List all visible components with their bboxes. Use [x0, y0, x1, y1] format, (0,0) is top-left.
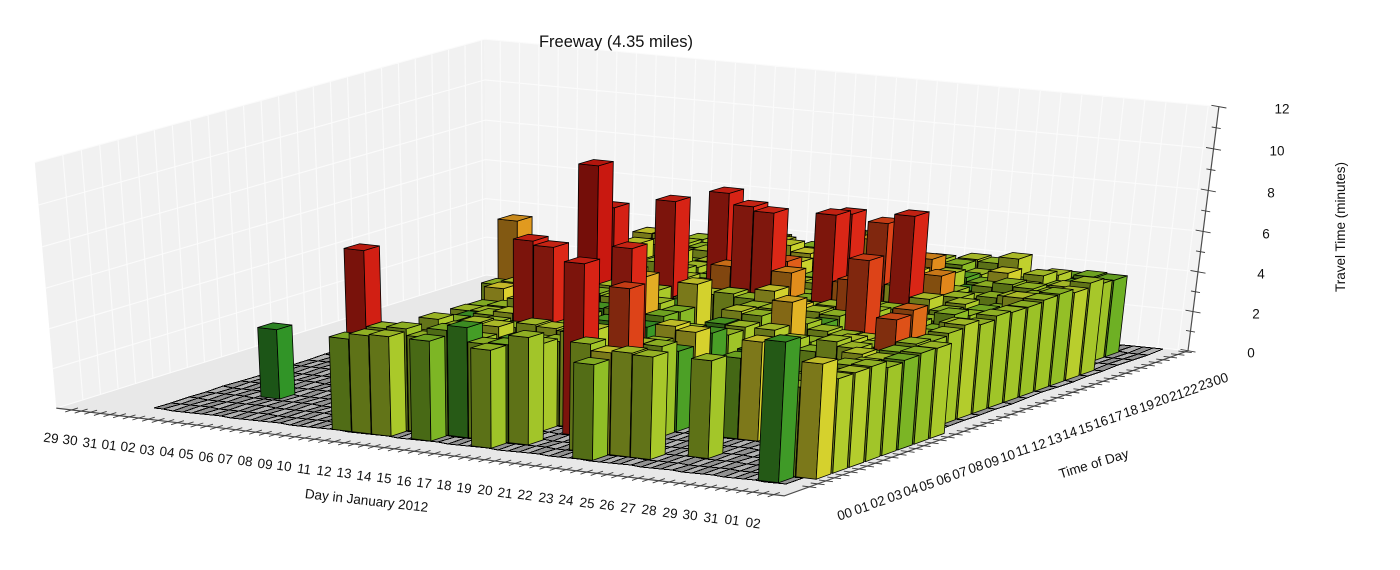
svg-text:03: 03 — [885, 487, 904, 506]
svg-text:00: 00 — [835, 505, 854, 524]
svg-text:26: 26 — [599, 497, 616, 514]
svg-text:0: 0 — [1247, 346, 1255, 361]
svg-text:6: 6 — [1262, 227, 1270, 242]
svg-text:19: 19 — [1137, 397, 1156, 416]
svg-text:04: 04 — [159, 444, 176, 461]
svg-text:09: 09 — [982, 453, 1001, 472]
svg-text:08: 08 — [237, 453, 254, 470]
svg-text:06: 06 — [934, 470, 953, 489]
svg-text:07: 07 — [950, 464, 969, 483]
svg-text:05: 05 — [917, 476, 936, 495]
svg-text:22: 22 — [1181, 381, 1200, 400]
svg-text:03: 03 — [139, 442, 156, 459]
svg-text:25: 25 — [579, 495, 596, 512]
svg-text:27: 27 — [620, 500, 637, 517]
svg-text:10: 10 — [1269, 144, 1284, 159]
svg-text:12: 12 — [1029, 436, 1048, 455]
svg-text:30: 30 — [682, 507, 699, 524]
svg-text:04: 04 — [901, 481, 920, 500]
svg-text:02: 02 — [745, 515, 762, 532]
svg-text:02: 02 — [868, 493, 887, 512]
svg-text:18: 18 — [1121, 402, 1140, 421]
svg-text:24: 24 — [558, 492, 575, 509]
svg-text:22: 22 — [517, 487, 534, 504]
svg-text:10: 10 — [276, 458, 293, 475]
svg-text:08: 08 — [966, 458, 985, 477]
svg-text:21: 21 — [1167, 386, 1186, 405]
svg-text:01: 01 — [101, 437, 118, 454]
svg-text:30: 30 — [62, 432, 79, 449]
svg-text:13: 13 — [1045, 430, 1064, 449]
svg-text:31: 31 — [703, 510, 720, 527]
svg-text:12: 12 — [316, 463, 333, 480]
svg-text:17: 17 — [1106, 408, 1125, 427]
svg-text:05: 05 — [178, 446, 195, 463]
svg-text:06: 06 — [198, 449, 215, 466]
svg-text:28: 28 — [641, 502, 658, 519]
svg-text:07: 07 — [217, 451, 234, 468]
svg-text:01: 01 — [724, 512, 741, 529]
svg-text:11: 11 — [296, 461, 312, 478]
svg-text:29: 29 — [662, 505, 679, 522]
svg-text:23: 23 — [538, 490, 555, 507]
svg-text:09: 09 — [257, 456, 274, 473]
svg-text:15: 15 — [1076, 419, 1095, 438]
svg-text:21: 21 — [497, 485, 514, 502]
svg-text:13: 13 — [336, 465, 353, 482]
svg-text:29: 29 — [43, 430, 60, 447]
svg-text:01: 01 — [852, 499, 871, 518]
svg-text:19: 19 — [456, 480, 473, 497]
svg-text:20: 20 — [477, 482, 494, 499]
svg-text:8: 8 — [1267, 186, 1275, 201]
svg-text:17: 17 — [416, 475, 433, 492]
svg-text:10: 10 — [998, 447, 1017, 466]
svg-text:12: 12 — [1274, 102, 1289, 117]
svg-text:11: 11 — [1014, 441, 1032, 459]
svg-text:15: 15 — [376, 470, 393, 487]
svg-text:02: 02 — [120, 439, 137, 456]
svg-text:Travel Time (minutes): Travel Time (minutes) — [1333, 162, 1348, 292]
svg-text:Freeway (4.35 miles): Freeway (4.35 miles) — [539, 33, 693, 51]
svg-text:18: 18 — [436, 477, 453, 494]
svg-text:2: 2 — [1252, 307, 1260, 322]
svg-text:16: 16 — [396, 473, 413, 490]
svg-text:4: 4 — [1257, 267, 1265, 282]
svg-text:31: 31 — [82, 435, 99, 452]
svg-text:14: 14 — [1060, 424, 1079, 443]
svg-text:20: 20 — [1152, 391, 1171, 410]
svg-text:16: 16 — [1091, 413, 1110, 432]
svg-text:00: 00 — [1211, 370, 1230, 389]
svg-text:23: 23 — [1196, 375, 1215, 394]
svg-text:14: 14 — [356, 468, 373, 485]
